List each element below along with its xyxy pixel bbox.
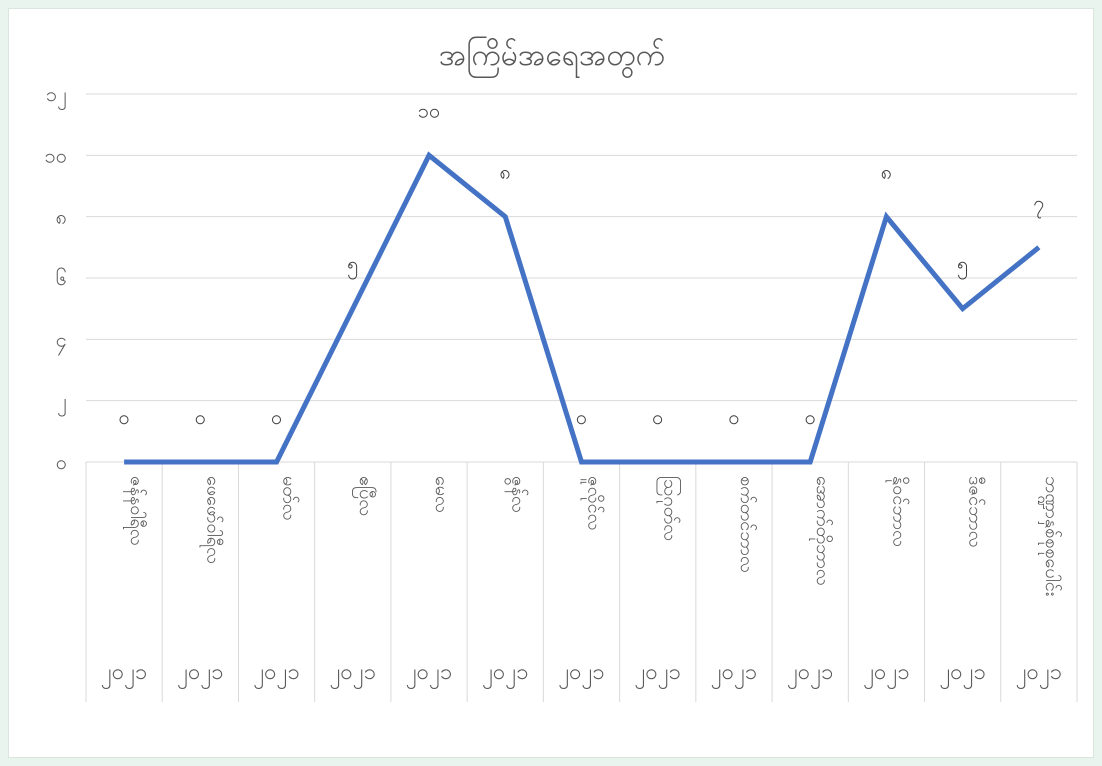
x-tick-label: မေလ [431,476,452,513]
x-tick-label: အောက်တိုဘာလ [809,476,833,586]
x-group-label: ၂၀၂၁ [482,660,528,689]
x-tick-label: နိုဝင်ဘာလ [885,476,909,547]
chart-frame: အကြိမ်အရေအတွက် ၀ ၂ ၄ ၆ ၈ ၁၀ ၁၂ ဇန်နဝါရီလ၂၀၂၁ ဖေ… [8,8,1094,758]
data-label: ၀ [576,405,587,429]
x-tick-label: ဇွန်လ [504,476,528,513]
data-label: ၀ [118,405,129,429]
x-tick-label: မတ်လ [279,476,300,521]
data-label: ၀ [652,405,663,429]
y-tick-label: ၄ [56,327,67,355]
x-group-label: ၂၀၂၁ [635,660,681,689]
data-label: ၅ [347,252,358,280]
series-line [124,151,1041,465]
data-label: ၇ [1033,190,1044,218]
x-tick-label: ဇန်နဝါရီလ [123,476,147,546]
data-label: ၀ [805,405,816,429]
data-label: ၀ [195,405,206,429]
data-label: ၀ [271,405,282,429]
y-tick-label: ၆ [56,266,67,290]
x-group-label: ၂၀၂၁ [406,660,452,689]
y-tick-label: ၈ [56,205,67,229]
chart-title: အကြိမ်အရေအတွက် [439,36,665,79]
data-label: ၈ [881,160,892,184]
x-group-label: ၂၀၂၁ [711,660,757,689]
data-label: ၀ [728,405,739,429]
data-label: ၅ [957,252,968,280]
data-label: ၁၀ [418,98,441,122]
x-group-label: ၂၀၂၁ [1016,660,1062,689]
data-label: ၈ [500,160,511,184]
y-tick-label: ၁၂ [46,82,67,110]
x-group-label: ၂၀၂၁ [101,660,147,689]
x-tick-label: ဒီဇင်ဘာလ [965,476,986,548]
x-group-label: ၂၀၂၁ [787,660,833,689]
y-axis: ၀ ၂ ၄ ၆ ၈ ၁၀ ၁၂ [45,82,68,474]
x-tick-label: ဩဂုတ်လ [657,476,682,541]
x-tick-label: ဧပြီလ [352,476,376,516]
y-tick-label: ၁၀ [45,143,68,167]
x-group-label: ၂၀၂၁ [253,660,299,689]
x-tick-label: ဇူလိုင်လ [581,476,605,530]
x-tick-label: စက်တင်ဘာလ [736,476,757,573]
x-group-label: ၂၀၂၁ [558,660,604,689]
x-group-label: ၂၀၂၁ [177,660,223,689]
x-group-label: ၂၀၂၁ [939,660,985,689]
x-tick-label: ဘဏ္ဍာနှစ်စုစုပေါင်း [1038,476,1062,596]
x-group-label: ၂၀၂၁ [863,660,909,689]
x-tick-label: ဖေဖော်ဝါရီလ [199,476,223,564]
y-tick-label: ၂ [57,389,67,417]
y-tick-label: ၀ [56,450,67,474]
gridlines [86,93,1077,463]
x-group-label: ၂၀၂၁ [330,660,376,689]
